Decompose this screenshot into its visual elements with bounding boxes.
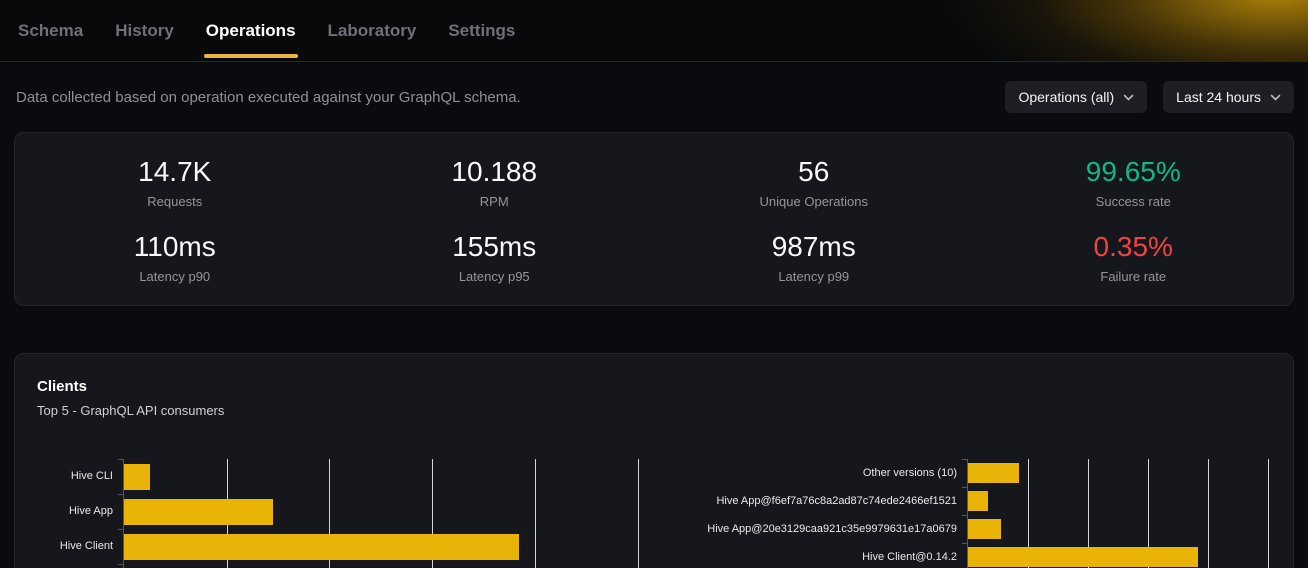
stat-requests: 14.7K Requests bbox=[15, 145, 335, 220]
chart-plot-area bbox=[118, 459, 641, 568]
filter-dropdown-operations[interactable]: Operations (all) bbox=[1005, 81, 1148, 113]
tab-schema[interactable]: Schema bbox=[18, 20, 84, 40]
chevron-down-icon bbox=[1270, 94, 1281, 100]
axis-tick bbox=[962, 487, 968, 488]
stat-label: RPM bbox=[479, 194, 509, 209]
chart-label-column: Other versions (10) Hive App@f6ef7a76c8a2… bbox=[645, 459, 967, 568]
axis-tick bbox=[118, 494, 124, 495]
chart-gridline bbox=[1088, 459, 1089, 568]
clients-card: Clients Top 5 - GraphQL API consumers Hi… bbox=[14, 353, 1294, 568]
stat-label: Latency p90 bbox=[139, 269, 211, 284]
filter-dropdown-label: Operations (all) bbox=[1018, 89, 1115, 105]
chart-label-column: Hive CLI Hive App Hive Client bbox=[37, 459, 123, 568]
chart-category-label: Hive Client@0.14.2 bbox=[862, 551, 957, 563]
chart-gridline bbox=[329, 459, 331, 568]
client-charts-row: Hive CLI Hive App Hive Client Other versio… bbox=[37, 459, 1271, 568]
stat-value: 155ms bbox=[452, 231, 537, 262]
data-collected-description: Data collected based on operation execut… bbox=[16, 88, 521, 106]
stat-value: 99.65% bbox=[1085, 156, 1181, 187]
filter-dropdown-time-range[interactable]: Last 24 hours bbox=[1163, 81, 1294, 113]
stat-value: 987ms bbox=[771, 231, 856, 262]
chart-category-label: Hive App@20e3129caa921c35e9979631e17a067… bbox=[707, 523, 957, 535]
tab-settings[interactable]: Settings bbox=[448, 20, 516, 40]
chart-bar bbox=[124, 498, 273, 525]
stat-value: 110ms bbox=[133, 231, 216, 262]
axis-tick bbox=[962, 515, 968, 516]
clients-by-name-chart: Hive CLI Hive App Hive Client bbox=[37, 459, 641, 568]
stat-label: Success rate bbox=[1095, 194, 1171, 209]
filter-dropdown-label: Last 24 hours bbox=[1176, 89, 1261, 105]
chart-bar bbox=[124, 463, 150, 490]
chart-gridline bbox=[1268, 459, 1269, 568]
clients-card-subtitle: Top 5 - GraphQL API consumers bbox=[37, 403, 225, 418]
chart-category-label: Hive CLI bbox=[70, 470, 113, 482]
stat-label: Failure rate bbox=[1100, 269, 1167, 284]
toolbar: Data collected based on operation execut… bbox=[0, 62, 1308, 132]
chart-category-label: Hive App bbox=[68, 505, 113, 517]
chart-gridline bbox=[1028, 459, 1029, 568]
stat-latency-p90: 110ms Latency p90 bbox=[15, 220, 335, 295]
chart-bar bbox=[968, 463, 1019, 483]
chart-category-label: Hive App@f6ef7a76c8a2ad87c74ede2466ef152… bbox=[716, 495, 957, 507]
stat-rpm: 10.188 RPM bbox=[335, 145, 655, 220]
axis-tick bbox=[118, 459, 124, 460]
axis-tick bbox=[118, 529, 124, 530]
top-navigation: Schema History Operations Laboratory Setting… bbox=[0, 0, 1308, 62]
stat-failure-rate: 0.35% Failure rate bbox=[974, 220, 1294, 295]
chart-gridline bbox=[1148, 459, 1149, 568]
stat-label: Unique Operations bbox=[759, 194, 868, 209]
chart-bar bbox=[124, 533, 520, 560]
filter-buttons-container: Operations (all) Last 24 hours bbox=[989, 81, 1294, 113]
chart-plot-area bbox=[962, 459, 1271, 568]
chart-gridline bbox=[534, 459, 536, 568]
chart-gridline bbox=[432, 459, 434, 568]
chart-category-label: Hive Client bbox=[59, 540, 113, 552]
axis-tick bbox=[962, 543, 968, 544]
tab-history[interactable]: History bbox=[115, 20, 174, 40]
stat-success-rate: 99.65% Success rate bbox=[974, 145, 1294, 220]
stat-latency-p99: 987ms Latency p99 bbox=[654, 220, 974, 295]
stat-value: 56 bbox=[798, 156, 830, 187]
clients-by-version-chart: Other versions (10) Hive App@f6ef7a76c8a2… bbox=[645, 459, 1271, 568]
stat-value: 10.188 bbox=[451, 156, 538, 187]
stat-label: Latency p99 bbox=[778, 269, 850, 284]
stat-value: 0.35% bbox=[1093, 231, 1173, 262]
stat-label: Requests bbox=[147, 194, 203, 209]
chart-bar bbox=[968, 491, 988, 511]
clients-card-title: Clients bbox=[37, 378, 88, 395]
chart-gridline bbox=[1208, 459, 1209, 568]
axis-tick bbox=[962, 459, 968, 460]
operations-stats-card: 14.7K Requests 10.188 RPM 56 Unique Operation… bbox=[14, 132, 1294, 306]
chart-bar bbox=[968, 519, 1001, 539]
chart-bar bbox=[968, 547, 1198, 567]
tab-laboratory[interactable]: Laboratory bbox=[327, 20, 417, 40]
stat-value: 14.7K bbox=[138, 156, 212, 187]
chevron-down-icon bbox=[1123, 94, 1134, 100]
axis-tick bbox=[118, 564, 124, 565]
stat-label: Latency p95 bbox=[458, 269, 530, 284]
chart-gridline bbox=[637, 459, 639, 568]
chart-category-label: Other versions (10) bbox=[862, 467, 957, 479]
stat-unique-operations: 56 Unique Operations bbox=[654, 145, 974, 220]
stat-latency-p95: 155ms Latency p95 bbox=[335, 220, 655, 295]
tab-operations[interactable]: Operations bbox=[203, 2, 298, 60]
